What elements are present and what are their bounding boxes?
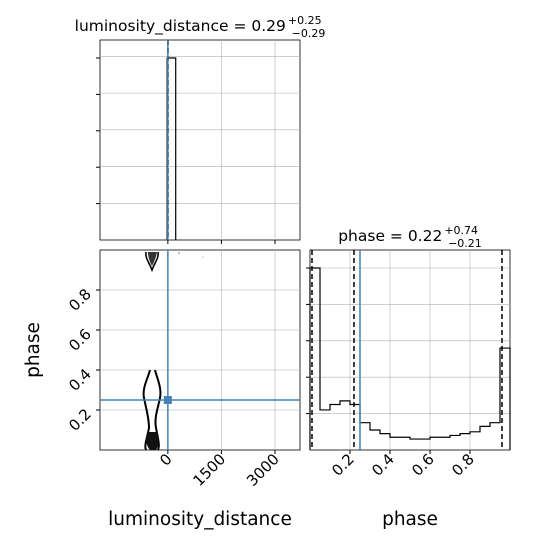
panel-luminosity-distance-hist: luminosity_distance = 0.29 +0.25 −0.29 (75, 14, 326, 244)
tick-label: 0.6 (408, 450, 438, 480)
hist-ld-frame (99, 39, 301, 241)
hist-ld-grid (100, 40, 300, 240)
tick-label: 0.8 (65, 285, 95, 315)
contour-left (142, 369, 151, 451)
contour-fill-top (148, 252, 157, 266)
joint-truth-lines (100, 250, 300, 450)
hist-phase-title-sup: +0.74 (444, 224, 478, 237)
hist-phase-title-main: phase = 0.22 (338, 227, 442, 245)
contour-top-outer (145, 251, 159, 273)
hist-phase-quantile-lines (311, 250, 503, 450)
tick-label: 3000 (243, 450, 283, 490)
truth-marker (163, 396, 172, 404)
scatter-point (202, 256, 204, 258)
joint-ylabel: phase (23, 322, 44, 378)
hist-phase-step (309, 267, 511, 450)
joint-xlabel: luminosity_distance (108, 509, 292, 530)
tick-label: 0.6 (65, 325, 95, 355)
hist-ld-title-sup: +0.25 (288, 14, 322, 27)
panel-joint: 0 1500 3000 0.2 0.4 0.6 0.8 (65, 249, 301, 490)
contour-fill-bottom (146, 432, 159, 450)
tick-label: 0.4 (65, 365, 95, 395)
hist-phase-grid (310, 250, 510, 450)
joint-density-contours (142, 251, 204, 451)
hist-ld-title: luminosity_distance = 0.29 +0.25 −0.29 (75, 14, 326, 40)
hist-ld-title-main: luminosity_distance = 0.29 (75, 17, 286, 36)
tick-label: 0.2 (65, 405, 95, 435)
tick-label: 0.2 (328, 450, 358, 480)
tick-label: 1500 (190, 450, 230, 490)
tick-label: 0 (156, 450, 175, 469)
hist-phase-frame (309, 249, 511, 451)
hist-phase-title: phase = 0.22 +0.74 −0.21 (338, 224, 482, 250)
tick-label: 0.8 (448, 450, 478, 480)
panel-phase-hist: 0.2 0.4 0.6 0.8 phase = 0.22 +0.74 −0.21 (306, 224, 511, 480)
phase-xlabel: phase (382, 509, 438, 530)
scatter-point (178, 252, 180, 254)
hist-phase-title-sub: −0.21 (448, 237, 482, 250)
hist-ld-ticks (96, 57, 276, 244)
hist-ld-title-sub: −0.29 (292, 27, 326, 40)
joint-grid (100, 250, 300, 450)
joint-frame (99, 249, 301, 451)
tick-label: 0.4 (368, 450, 398, 480)
histogram-step (309, 267, 511, 450)
